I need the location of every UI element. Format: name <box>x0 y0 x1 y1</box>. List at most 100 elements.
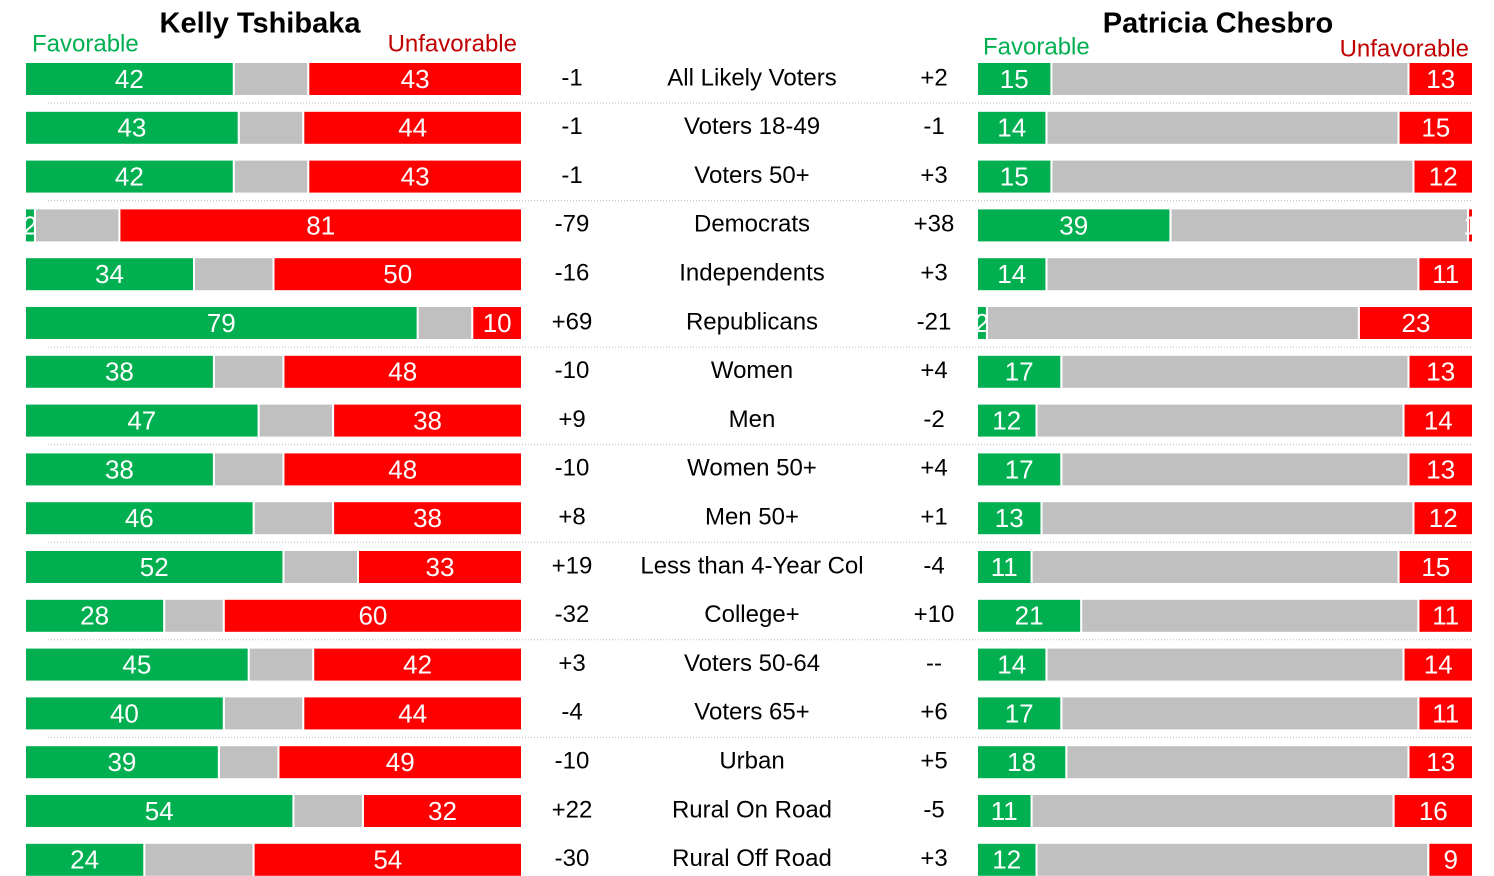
remainder <box>217 744 280 781</box>
bar-unfavorable <box>1407 61 1475 97</box>
value-label: 12 <box>992 845 1021 875</box>
bar-favorable <box>976 549 1033 585</box>
value-label: 45 <box>122 649 151 679</box>
bar-favorable <box>976 841 1038 876</box>
value-label: 15 <box>1421 113 1450 143</box>
value-label: 38 <box>413 405 442 435</box>
bar-favorable <box>24 109 240 146</box>
bar-favorable <box>976 109 1048 146</box>
bar-favorable <box>24 256 195 293</box>
remainder <box>192 256 275 293</box>
value-label: 16 <box>1419 796 1448 826</box>
value-label: 42 <box>115 64 144 94</box>
value-label: 39 <box>107 747 136 777</box>
remainder <box>232 61 310 97</box>
remainder <box>222 695 305 732</box>
chart-title: Kelly Tshibaka <box>160 8 362 40</box>
net-label: +10 <box>914 601 955 628</box>
remainder <box>1169 207 1470 244</box>
value-label: 54 <box>145 796 174 826</box>
bar-favorable <box>24 646 250 683</box>
bar-favorable <box>976 402 1038 439</box>
legend-label: Favorable <box>32 30 139 57</box>
value-label: 12 <box>1429 503 1458 533</box>
remainder <box>212 353 285 390</box>
category-label: All Likely Voters <box>667 64 836 91</box>
value-label: 38 <box>105 454 134 484</box>
net-label: +3 <box>920 845 947 872</box>
value-label: 42 <box>403 649 432 679</box>
remainder <box>1065 744 1410 781</box>
remainder <box>237 109 305 146</box>
category-label: College+ <box>704 601 799 628</box>
value-label: 13 <box>1426 64 1455 94</box>
bar-unfavorable <box>1397 109 1474 146</box>
value-label: 11 <box>991 552 1018 582</box>
remainder <box>1030 793 1395 829</box>
value-label: 2 <box>23 210 37 240</box>
value-label: 14 <box>997 649 1026 679</box>
net-label: +2 <box>920 64 947 91</box>
remainder <box>416 305 474 341</box>
remainder <box>1035 841 1430 876</box>
bar-favorable <box>976 695 1063 732</box>
bar-unfavorable <box>332 500 524 537</box>
remainder <box>1045 646 1405 683</box>
remainder <box>1030 549 1400 585</box>
bar-unfavorable <box>272 256 523 293</box>
bar-unfavorable <box>282 451 523 488</box>
value-label: 79 <box>207 308 236 338</box>
net-label: -4 <box>561 699 582 726</box>
category-label: Republicans <box>686 308 818 335</box>
category-label: Men 50+ <box>705 504 799 531</box>
value-label: 11 <box>1432 698 1459 728</box>
bar-unfavorable <box>312 646 524 683</box>
value-label: 47 <box>127 405 156 435</box>
bar-unfavorable <box>277 744 523 781</box>
value-label: 11 <box>1432 259 1459 289</box>
net-label: +3 <box>920 162 947 189</box>
value-label: 52 <box>140 552 169 582</box>
value-label: 49 <box>386 747 415 777</box>
value-label: 13 <box>1426 357 1455 387</box>
bar-favorable <box>976 597 1083 634</box>
remainder <box>985 305 1360 341</box>
category-label: Democrats <box>694 211 810 238</box>
bar-favorable <box>24 402 260 439</box>
value-label: 24 <box>70 845 99 875</box>
legend-label: Favorable <box>983 33 1090 60</box>
bar-unfavorable <box>332 402 524 439</box>
bar-unfavorable <box>282 353 523 390</box>
net-label: +1 <box>920 504 947 531</box>
value-label: 1 <box>1463 210 1477 240</box>
remainder <box>143 841 255 876</box>
remainder <box>33 207 121 244</box>
remainder <box>282 549 359 585</box>
bar-unfavorable <box>1412 500 1474 537</box>
value-label: 43 <box>117 113 146 143</box>
bar-unfavorable <box>361 793 523 829</box>
bar-favorable <box>976 500 1043 537</box>
remainder <box>1045 256 1420 293</box>
remainder <box>1045 109 1400 146</box>
bar-unfavorable <box>1407 744 1475 781</box>
category-label: Urban <box>719 748 784 775</box>
remainder <box>1060 353 1410 390</box>
category-label: Voters 50-64 <box>684 650 820 677</box>
net-label: -- <box>926 650 942 677</box>
bar-unfavorable <box>1402 646 1475 683</box>
bar-favorable <box>24 353 215 390</box>
net-label: -10 <box>555 748 590 775</box>
remainder <box>257 402 335 439</box>
category-label: Voters 18-49 <box>684 113 820 140</box>
category-label: Women 50+ <box>687 455 817 482</box>
bar-favorable <box>976 353 1063 390</box>
category-label: Men <box>729 406 776 433</box>
net-label: -10 <box>555 455 590 482</box>
net-label: -79 <box>555 211 590 238</box>
bar-unfavorable <box>1427 841 1474 876</box>
remainder <box>252 500 335 537</box>
net-label: -2 <box>923 406 944 433</box>
value-label: 54 <box>373 845 402 875</box>
